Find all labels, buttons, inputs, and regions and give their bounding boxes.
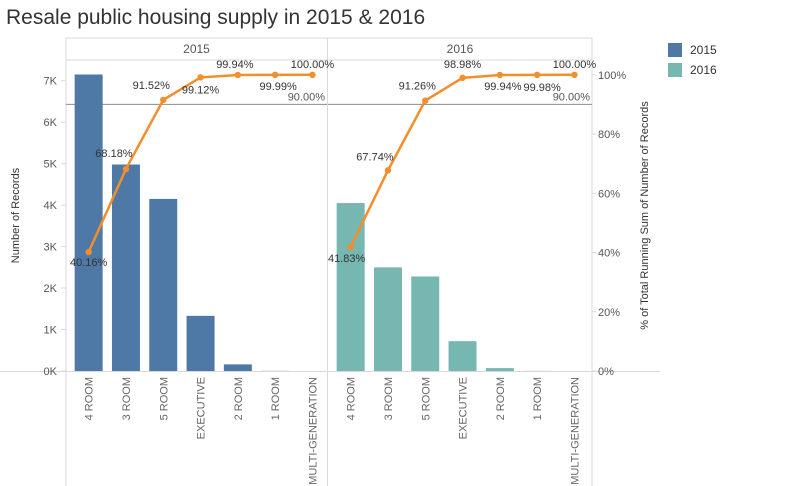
running-sum-label: 98.98%: [444, 59, 482, 71]
running-sum-point: [422, 97, 429, 104]
running-sum-point: [160, 96, 167, 104]
legend-item-2015[interactable]: 2015: [668, 40, 717, 60]
y-tick-label: 7K: [44, 76, 58, 88]
running-sum-point: [496, 71, 504, 79]
legend-label-2015: 2015: [690, 43, 717, 57]
running-sum-point: [533, 71, 541, 79]
x-tick-label: 3 ROOM: [383, 377, 395, 420]
y-tick-label: 3K: [44, 242, 58, 254]
running-sum-label: 99.94%: [484, 81, 522, 93]
running-sum-label: 99.12%: [182, 84, 220, 96]
running-sum-point: [384, 167, 392, 174]
legend: 2015 2016: [668, 40, 717, 80]
running-sum-label: 68.18%: [95, 148, 133, 160]
bar-2015-2-room: [223, 364, 252, 371]
running-sum-label: 99.99%: [259, 81, 297, 93]
bar-2016-4-room: [336, 203, 365, 371]
running-sum-point: [459, 74, 466, 82]
y-axis-title: Number of Records: [10, 167, 22, 263]
panel-header-2016: 2016: [447, 42, 474, 56]
y-tick-label: 2K: [44, 283, 58, 295]
y-tick-label: 6K: [44, 117, 58, 129]
legend-item-2016[interactable]: 2016: [668, 60, 717, 80]
y2-tick-label: 40%: [598, 248, 620, 260]
bar-2016-executive: [448, 341, 477, 371]
y-tick-label: 0K: [44, 366, 58, 378]
bar-2016-5-room: [411, 276, 440, 371]
y2-tick-label: 0%: [598, 366, 614, 378]
bar-2016-2-room: [485, 368, 514, 371]
running-sum-point: [197, 74, 204, 81]
running-sum-label: 67.74%: [356, 151, 394, 163]
x-tick-label: 2 ROOM: [495, 377, 507, 420]
x-tick-label: 5 ROOM: [158, 377, 170, 420]
running-sum-point: [347, 243, 354, 251]
y2-tick-label: 100%: [598, 70, 626, 82]
x-tick-label: MULTI-GENERATION: [569, 377, 581, 485]
running-sum-label: 91.26%: [399, 81, 437, 93]
running-sum-point: [571, 71, 578, 79]
running-sum-point: [271, 71, 279, 79]
running-sum-point: [85, 248, 92, 256]
running-sum-label: 100.00%: [291, 59, 335, 71]
y2-tick-label: 80%: [598, 129, 620, 141]
legend-swatch-2016: [668, 63, 682, 77]
x-tick-label: EXECUTIVE: [458, 377, 470, 439]
running-sum-point: [122, 165, 130, 173]
x-tick-label: 1 ROOM: [270, 377, 282, 420]
running-sum-label: 99.98%: [523, 82, 561, 94]
running-sum-point: [309, 71, 316, 79]
running-sum-label: 99.94%: [216, 59, 254, 71]
x-tick-label: EXECUTIVE: [196, 377, 208, 439]
x-tick-label: MULTI-GENERATION: [307, 377, 319, 485]
bar-2015-executive: [186, 315, 215, 371]
x-tick-label: 4 ROOM: [346, 377, 358, 420]
running-sum-label: 91.52%: [133, 80, 171, 92]
y2-tick-label: 60%: [598, 188, 620, 200]
bar-2016-3-room: [373, 267, 402, 371]
legend-swatch-2015: [668, 43, 682, 57]
panel-header-2015: 2015: [183, 42, 210, 56]
x-tick-label: 4 ROOM: [84, 377, 96, 420]
legend-label-2016: 2016: [690, 63, 717, 77]
bar-2015-4-room: [74, 74, 103, 371]
running-sum-point: [234, 71, 242, 79]
x-tick-label: 5 ROOM: [420, 377, 432, 420]
reference-line-label: 90.00%: [288, 91, 326, 103]
y-tick-label: 1K: [44, 325, 58, 337]
chart-title: Resale public housing supply in 2015 & 2…: [6, 6, 426, 29]
bar-2015-5-room: [149, 198, 178, 371]
y2-tick-label: 20%: [598, 307, 620, 319]
y-tick-label: 4K: [44, 200, 58, 212]
y2-axis-title: % of Total Running Sum of Number of Reco…: [639, 101, 651, 330]
bar-2015-3-room: [111, 164, 140, 371]
running-sum-label: 40.16%: [70, 257, 108, 269]
x-tick-label: 2 ROOM: [233, 377, 245, 420]
x-tick-label: 1 ROOM: [532, 377, 544, 420]
running-sum-label: 41.83%: [328, 253, 366, 265]
y-tick-label: 5K: [44, 159, 58, 171]
running-sum-label: 100.00%: [553, 59, 597, 71]
x-tick-label: 3 ROOM: [121, 377, 133, 420]
reference-line-label: 90.00%: [553, 91, 591, 103]
